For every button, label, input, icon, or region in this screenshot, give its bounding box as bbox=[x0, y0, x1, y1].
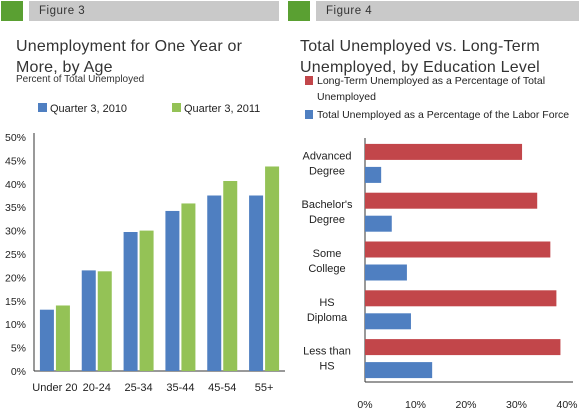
y-tick-label: 30% bbox=[5, 226, 26, 238]
figure-4-title-line1: Total Unemployed vs. Long-Term bbox=[300, 38, 540, 55]
legend-label-line1-0: Long-Term Unemployed as a Percentage of … bbox=[317, 75, 545, 87]
legend-label-line2-0: Unemployed bbox=[317, 91, 376, 103]
legend-swatch-0 bbox=[305, 76, 313, 85]
figure-3-title-line1: Unemployment for One Year or bbox=[16, 38, 243, 55]
figure-3-header: Figure 3 bbox=[1, 1, 279, 21]
bar-hs-series-0 bbox=[365, 290, 557, 307]
y-category-label-line2: Degree bbox=[309, 214, 345, 226]
x-tick-label: 20% bbox=[455, 399, 476, 411]
figure-4-label: Figure 4 bbox=[326, 5, 373, 17]
y-category-label-line1: Less than bbox=[303, 346, 351, 358]
education-bar-chart: Long-Term Unemployed as a Percentage of … bbox=[301, 75, 577, 411]
legend-swatch-0 bbox=[38, 103, 47, 112]
bar-25-34-series-1 bbox=[139, 230, 154, 371]
bar-35-44-series-0 bbox=[165, 210, 180, 371]
bar-bachelor-s-series-1 bbox=[365, 215, 392, 232]
y-tick-label: 50% bbox=[5, 132, 26, 144]
figure-3-title: Unemployment for One Year or More, by Ag… bbox=[16, 36, 242, 78]
age-bar-chart: Quarter 3, 2010 Quarter 3, 2011 0% 5% 10% 15%… bbox=[5, 103, 285, 394]
legend-swatch-1 bbox=[172, 103, 181, 112]
bar-hs-series-1 bbox=[365, 313, 411, 330]
bar-55--series-1 bbox=[265, 166, 280, 371]
figure-4-title-line2: Unemployed, by Education Level bbox=[300, 59, 540, 76]
figure-3-header-square bbox=[1, 1, 23, 21]
y-tick-label: 0% bbox=[11, 366, 26, 378]
bar-some-series-1 bbox=[365, 264, 407, 281]
x-tick-label: 25-34 bbox=[125, 382, 153, 394]
y-category-label-line2: Degree bbox=[309, 165, 345, 177]
bar-under-20-series-1 bbox=[55, 305, 70, 371]
bar-45-54-series-0 bbox=[207, 195, 222, 371]
x-tick-label: 10% bbox=[405, 399, 426, 411]
y-tick-label: 45% bbox=[5, 155, 26, 167]
bar-55--series-0 bbox=[249, 195, 264, 371]
bar-20-24-series-1 bbox=[97, 271, 112, 371]
y-tick-label: 5% bbox=[11, 343, 26, 355]
legend-label-line1-1: Total Unemployed as a Percentage of the … bbox=[317, 109, 569, 121]
figure-3-title-line2: More, by Age bbox=[16, 59, 113, 76]
legend-label-1: Quarter 3, 2011 bbox=[184, 103, 260, 115]
bar-20-24-series-0 bbox=[81, 270, 96, 371]
bar-less-than-series-1 bbox=[365, 362, 433, 379]
y-tick-label: 10% bbox=[5, 319, 26, 331]
bar-bachelor-s-series-0 bbox=[365, 192, 538, 209]
bar-advanced-series-1 bbox=[365, 166, 382, 183]
y-tick-label: 15% bbox=[5, 296, 26, 308]
figure-4-header-square bbox=[288, 1, 310, 21]
bar-advanced-series-0 bbox=[365, 143, 523, 160]
y-tick-label: 40% bbox=[5, 179, 26, 191]
y-category-label-line1: Advanced bbox=[303, 150, 352, 162]
y-category-label-line2: HS bbox=[319, 361, 334, 373]
x-tick-label: 20-24 bbox=[83, 382, 111, 394]
bar-25-34-series-0 bbox=[123, 232, 138, 371]
legend-label-0: Quarter 3, 2010 bbox=[50, 103, 127, 115]
y-tick-label: 35% bbox=[5, 202, 26, 214]
figure-3-subtitle: Percent of Total Unemployed bbox=[16, 74, 145, 85]
y-category-label-line1: Some bbox=[313, 248, 342, 260]
x-tick-label: 55+ bbox=[255, 382, 274, 394]
x-tick-label: Under 20 bbox=[32, 382, 77, 394]
bar-45-54-series-1 bbox=[223, 180, 238, 371]
legend-swatch-1 bbox=[305, 110, 313, 119]
y-tick-label: 20% bbox=[5, 272, 26, 284]
y-tick-label: 25% bbox=[5, 249, 26, 261]
x-tick-label: 30% bbox=[506, 399, 527, 411]
y-category-label-line2: College bbox=[308, 263, 345, 275]
x-tick-label: 40% bbox=[556, 399, 577, 411]
figure-3-label-bar: Figure 3 bbox=[29, 1, 279, 21]
y-category-label-line1: Bachelor's bbox=[301, 199, 353, 211]
figure-4-label-bar: Figure 4 bbox=[316, 1, 579, 21]
bar-35-44-series-1 bbox=[181, 203, 196, 371]
x-tick-label: 35-44 bbox=[166, 382, 194, 394]
bar-less-than-series-0 bbox=[365, 339, 561, 356]
x-tick-label: 45-54 bbox=[208, 382, 236, 394]
figure-4-title: Total Unemployed vs. Long-Term Unemploye… bbox=[300, 36, 540, 78]
x-tick-label: 0% bbox=[357, 399, 372, 411]
y-category-label-line1: HS bbox=[319, 297, 334, 309]
bar-some-series-0 bbox=[365, 241, 551, 258]
y-category-label-line2: Diploma bbox=[307, 312, 348, 324]
figure-3-label: Figure 3 bbox=[39, 5, 86, 17]
bar-under-20-series-0 bbox=[39, 309, 54, 371]
figure-4-header: Figure 4 bbox=[288, 1, 579, 21]
